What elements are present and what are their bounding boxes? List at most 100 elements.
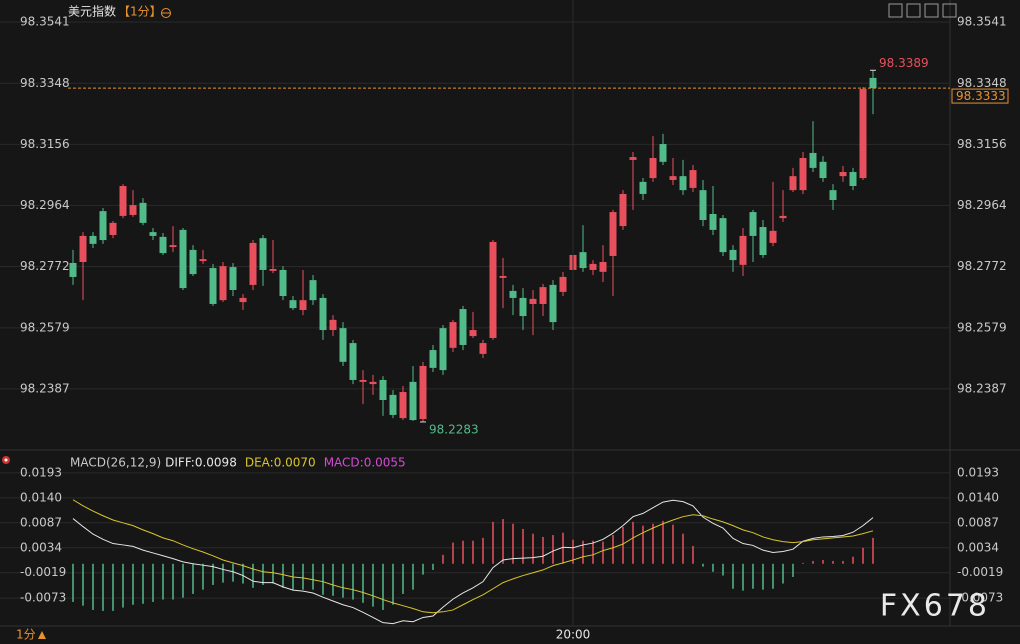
toolbar-button[interactable] [906, 3, 921, 18]
candle-body [679, 176, 687, 191]
candle-body [139, 202, 147, 223]
y-tick-label: 98.3541 [20, 14, 70, 28]
macd-bar [562, 532, 564, 564]
macd-bar [472, 540, 474, 564]
candle-body [249, 242, 257, 285]
macd-bar [312, 563, 314, 590]
candle-body [369, 381, 377, 385]
macd-bar [112, 563, 114, 611]
candle-body [819, 161, 827, 179]
y-tick-label: 98.2387 [20, 381, 70, 395]
y-tick-label-right: 0.0087 [957, 515, 999, 529]
candle-body [559, 276, 567, 292]
macd-bar [662, 520, 664, 564]
high-label: 98.3389 [879, 56, 929, 70]
macd-bar [842, 560, 844, 564]
macd-bar [332, 563, 334, 596]
watermark: FX678 [880, 589, 990, 624]
y-tick-label-right: 98.2964 [957, 198, 1007, 212]
macd-bar [732, 563, 734, 589]
candle-body [119, 186, 127, 216]
indicator-icon[interactable] [2, 456, 10, 464]
candle-body [579, 252, 587, 269]
macd-bar [802, 562, 804, 564]
candle-body [809, 152, 817, 168]
macd-bar [632, 521, 634, 564]
price-box [951, 88, 1009, 104]
macd-bar [522, 528, 524, 564]
macd-bar [432, 563, 434, 570]
macd-bar [242, 563, 244, 584]
y-tick-label: 98.2964 [20, 198, 70, 212]
macd-bar [452, 542, 454, 564]
toolbar-button[interactable] [942, 3, 957, 18]
period-footer[interactable]: 1分 [16, 628, 36, 642]
candle-body [169, 245, 177, 248]
macd-bar [252, 563, 254, 588]
macd-bar [192, 563, 194, 594]
macd-bar [362, 563, 364, 603]
macd-bar [622, 527, 624, 564]
candle-body [759, 227, 767, 256]
candle-body [179, 229, 187, 289]
candle-body [619, 193, 627, 227]
settings-icon[interactable] [161, 8, 171, 18]
macd-bar [642, 525, 644, 564]
macd-bar [372, 563, 374, 607]
y-tick-label-right: 0.0140 [957, 490, 999, 504]
candle-body [519, 297, 527, 317]
macd-bar [872, 537, 874, 564]
macd-bar [382, 563, 384, 610]
macd-bar [172, 563, 174, 600]
macd-bar [742, 563, 744, 591]
macd-bar [822, 560, 824, 564]
macd-bar [812, 560, 814, 564]
legend-entry: MACD:0.0055 [324, 456, 406, 470]
macd-bar [512, 523, 514, 564]
candle-body [669, 176, 677, 180]
macd-bar [162, 563, 164, 600]
period-toggle[interactable] [38, 631, 46, 639]
candle-body [769, 230, 777, 243]
candle-body [729, 249, 737, 261]
candle-body [719, 218, 727, 253]
candle-body [309, 280, 317, 301]
macd-bar [692, 545, 694, 564]
macd-bar [752, 563, 754, 589]
candle-body [749, 212, 757, 236]
y-tick-label-right: -0.0073 [957, 591, 1003, 605]
macd-bar [492, 521, 494, 564]
macd-bar [82, 563, 84, 606]
candle-body [499, 275, 507, 278]
candle-body [529, 298, 537, 304]
macd-bar [442, 554, 444, 564]
macd-bar [272, 563, 274, 584]
macd-bar [652, 523, 654, 564]
macd-bar [482, 537, 484, 564]
macd-bar [762, 563, 764, 590]
y-tick-label-right: 98.2387 [957, 381, 1007, 395]
candle-body [469, 330, 477, 337]
y-tick-label-right: 98.3348 [957, 76, 1007, 90]
price-label: 98.3333 [956, 89, 1006, 103]
macd-bar [142, 563, 144, 604]
macd-bar [862, 547, 864, 564]
candle-body [649, 158, 657, 179]
candle-body [299, 300, 307, 311]
y-tick-label: -0.0019 [20, 565, 66, 579]
toolbar-button[interactable] [924, 3, 939, 18]
candle-body [189, 249, 197, 275]
candle-body [439, 328, 447, 371]
period-label[interactable]: 【1分】 [118, 5, 162, 19]
candle-body [539, 287, 547, 304]
candle-body [599, 261, 607, 272]
candle-body [549, 284, 557, 323]
toolbar-button[interactable] [888, 3, 903, 18]
macd-bar [782, 563, 784, 584]
y-tick-label: 0.0193 [20, 465, 62, 479]
y-tick-label: 98.2772 [20, 259, 70, 273]
y-tick-label: 0.0087 [20, 515, 62, 529]
y-tick-label-right: 98.2579 [957, 320, 1007, 334]
candle-body [789, 176, 797, 191]
